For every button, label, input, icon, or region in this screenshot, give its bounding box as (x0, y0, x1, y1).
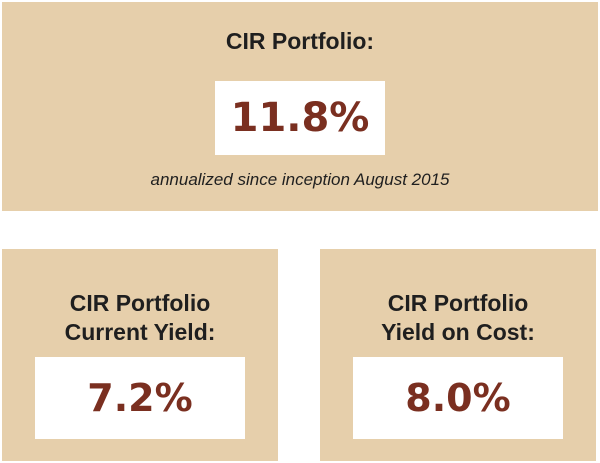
current-yield-title: CIR Portfolio Current Yield: (2, 289, 278, 347)
annualized-return-title: CIR Portfolio: (225, 28, 375, 54)
current-yield-card: CIR Portfolio Current Yield: 7.2% (2, 249, 278, 461)
yield-on-cost-value-box: 8.0% (353, 357, 563, 439)
yield-on-cost-card: CIR Portfolio Yield on Cost: 8.0% (320, 249, 596, 461)
annualized-return-card: CIR Portfolio: 11.8% annualized since in… (2, 2, 598, 211)
annualized-return-value: 11.8% (230, 95, 370, 141)
current-yield-value-box: 7.2% (35, 357, 245, 439)
current-yield-title-line2: Current Yield: (64, 319, 216, 345)
current-yield-title-line1: CIR Portfolio (69, 290, 211, 316)
yield-on-cost-title-line1: CIR Portfolio (387, 290, 529, 316)
yield-on-cost-title: CIR Portfolio Yield on Cost: (320, 289, 596, 347)
annualized-return-subtitle: annualized since inception August 2015 (150, 170, 450, 189)
annualized-return-value-box: 11.8% (215, 81, 385, 155)
current-yield-value: 7.2% (87, 376, 193, 420)
yield-on-cost-title-line2: Yield on Cost: (381, 319, 535, 345)
yield-on-cost-value: 8.0% (405, 376, 511, 420)
